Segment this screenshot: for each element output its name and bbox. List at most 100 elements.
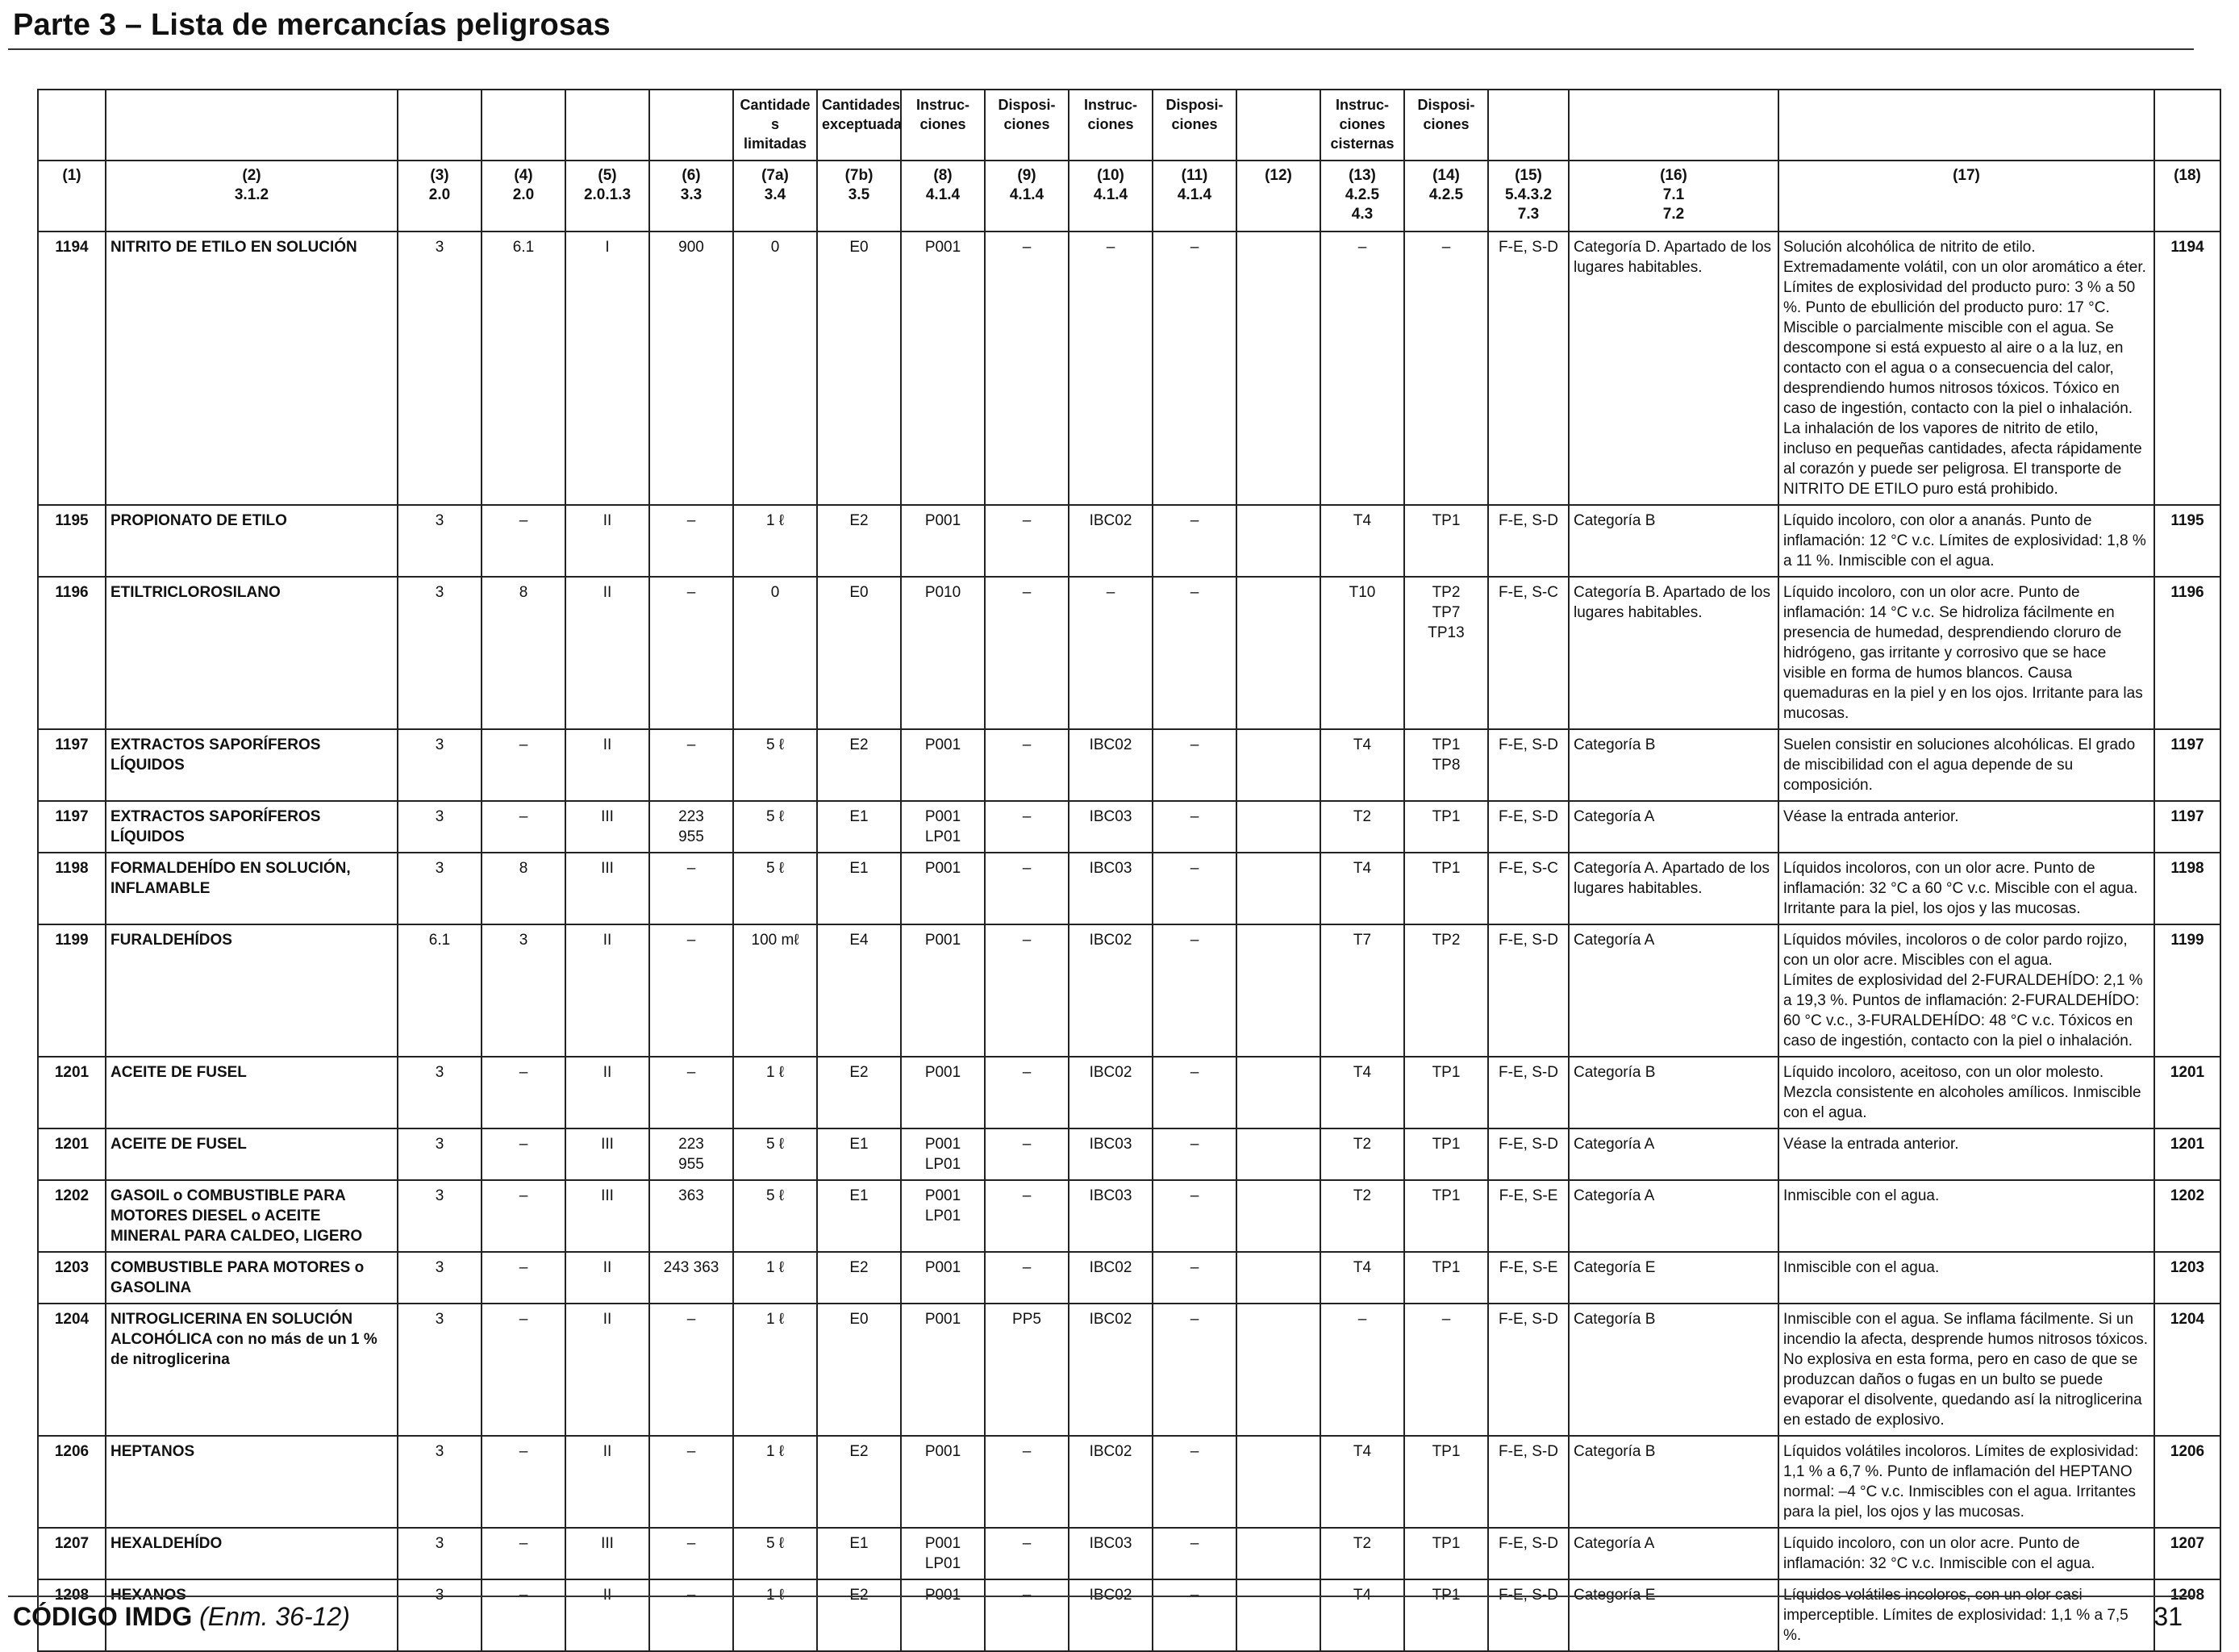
cell-col-10: – <box>984 852 1069 925</box>
header_row2-col-3: (3) 2.0 <box>397 160 482 232</box>
cell-col-4: 8 <box>481 852 566 925</box>
cell-col-9: P010 <box>900 576 986 730</box>
header_row1-col-15: Disposi- ciones <box>1403 89 1489 161</box>
header_row2-col-6: (6) 3.3 <box>648 160 734 232</box>
header_row1-col-3 <box>397 89 482 161</box>
cell-col-7: 1 ℓ <box>732 1579 818 1652</box>
cell-col-11: IBC02 <box>1068 1056 1153 1129</box>
footer-publication: CÓDIGO IMDG (Enm. 36-12) <box>13 1602 350 1632</box>
header_row1-col-16 <box>1487 89 1570 161</box>
cell-col-3: 3 <box>397 1056 482 1129</box>
cell-col-14: T4 <box>1320 1435 1405 1529</box>
cell-col-6: 363 <box>648 1179 734 1253</box>
header_row2-col-5: (5) 2.0.1.3 <box>565 160 650 232</box>
cell-col-4: – <box>481 728 566 802</box>
cell-col-15: TP1 <box>1403 1527 1489 1580</box>
cell-col-18: Líquidos volátiles incoloros, con un olo… <box>1778 1579 2155 1652</box>
cell-col-3: 3 <box>397 852 482 925</box>
cell-col-6: – <box>648 1056 734 1129</box>
cell-col-11: IBC03 <box>1068 1179 1153 1253</box>
cell-col-15: – <box>1403 231 1489 506</box>
table-row: 1197 EXTRACTOS SAPORÍFEROS LÍQUIDOS 3– II –5… <box>37 728 2221 802</box>
header_row2-col-17: (16) 7.1 7.2 <box>1568 160 1779 232</box>
cell-col-5: III <box>565 1179 650 1253</box>
cell-col-10: – <box>984 1251 1069 1304</box>
cell-col-5: II <box>565 1303 650 1437</box>
cell-col-17: Categoría A. Apartado de los lugares hab… <box>1568 852 1779 925</box>
header_row1-col-8: Cantidades exceptuadas <box>816 89 902 161</box>
cell-col-2: NITROGLICERINA EN SOLUCIÓN ALCOHÓLICA co… <box>105 1303 398 1437</box>
cell-col-7: 0 <box>732 231 818 506</box>
cell-col-10: – <box>984 728 1069 802</box>
cell-col-1: 1201 <box>37 1128 106 1181</box>
header_row1-col-14: Instruc- ciones cisternas <box>1320 89 1405 161</box>
cell-col-17: Categoría B <box>1568 1303 1779 1437</box>
cell-col-16: F-E, S-D <box>1487 504 1570 578</box>
header_row1-col-17 <box>1568 89 1779 161</box>
cell-col-13 <box>1236 1251 1321 1304</box>
cell-col-10: – <box>984 1527 1069 1580</box>
header_row1-col-1 <box>37 89 106 161</box>
cell-col-6: – <box>648 504 734 578</box>
cell-col-1: 1206 <box>37 1435 106 1529</box>
cell-col-10: PP5 <box>984 1303 1069 1437</box>
cell-col-19: 1197 <box>2154 728 2221 802</box>
cell-col-2: EXTRACTOS SAPORÍFEROS LÍQUIDOS <box>105 728 398 802</box>
cell-col-17: Categoría A <box>1568 924 1779 1058</box>
cell-col-9: P001 LP01 <box>900 1179 986 1253</box>
cell-col-18: Inmiscible con el agua. <box>1778 1251 2155 1304</box>
cell-col-17: Categoría B <box>1568 728 1779 802</box>
cell-col-18: Líquidos móviles, incoloros o de color p… <box>1778 924 2155 1058</box>
footer-code: CÓDIGO IMDG <box>13 1602 193 1631</box>
cell-col-19: 1195 <box>2154 504 2221 578</box>
cell-col-8: E1 <box>816 800 902 853</box>
cell-col-19: 1204 <box>2154 1303 2221 1437</box>
cell-col-15: TP1 TP8 <box>1403 728 1489 802</box>
cell-col-19: 1197 <box>2154 800 2221 853</box>
cell-col-12: – <box>1152 800 1237 853</box>
cell-col-17: Categoría E <box>1568 1251 1779 1304</box>
header_row1-col-2 <box>105 89 398 161</box>
cell-col-2: FURALDEHÍDOS <box>105 924 398 1058</box>
cell-col-4: – <box>481 1179 566 1253</box>
cell-col-6: – <box>648 852 734 925</box>
cell-col-5: II <box>565 1251 650 1304</box>
cell-col-8: E1 <box>816 1128 902 1181</box>
cell-col-4: – <box>481 504 566 578</box>
cell-col-6: – <box>648 924 734 1058</box>
cell-col-11: – <box>1068 231 1153 506</box>
cell-col-15: TP1 <box>1403 1435 1489 1529</box>
cell-col-16: F-E, S-C <box>1487 576 1570 730</box>
cell-col-9: P001 <box>900 1056 986 1129</box>
cell-col-19: 1199 <box>2154 924 2221 1058</box>
cell-col-14: T4 <box>1320 504 1405 578</box>
cell-col-13 <box>1236 728 1321 802</box>
cell-col-18: Líquidos volátiles incoloros. Límites de… <box>1778 1435 2155 1529</box>
header_row2-col-2: (2) 3.1.2 <box>105 160 398 232</box>
cell-col-4: 8 <box>481 576 566 730</box>
cell-col-11: IBC03 <box>1068 1527 1153 1580</box>
cell-col-17: Categoría A <box>1568 1527 1779 1580</box>
cell-col-15: TP1 <box>1403 1128 1489 1181</box>
cell-col-18: Véase la entrada anterior. <box>1778 800 2155 853</box>
cell-col-16: F-E, S-D <box>1487 800 1570 853</box>
cell-col-12: – <box>1152 576 1237 730</box>
cell-col-1: 1203 <box>37 1251 106 1304</box>
cell-col-14: T2 <box>1320 800 1405 853</box>
cell-col-8: E2 <box>816 504 902 578</box>
cell-col-11: IBC03 <box>1068 1128 1153 1181</box>
header_row1-col-12: Disposi- ciones <box>1152 89 1237 161</box>
cell-col-18: Líquidos incoloros, con un olor acre. Pu… <box>1778 852 2155 925</box>
cell-col-19: 1202 <box>2154 1179 2221 1253</box>
cell-col-11: IBC02 <box>1068 504 1153 578</box>
table-row: 1198 FORMALDEHÍDO EN SOLUCIÓN, INFLAMABLE… <box>37 852 2221 925</box>
cell-col-13 <box>1236 1056 1321 1129</box>
cell-col-9: P001 LP01 <box>900 1527 986 1580</box>
table-row: 1201 ACEITE DE FUSEL 3– II –1 ℓ E2 P001– IBC02–… <box>37 1056 2221 1129</box>
header_row2-col-13: (12) <box>1236 160 1321 232</box>
cell-col-5: II <box>565 576 650 730</box>
cell-col-16: F-E, S-D <box>1487 1435 1570 1529</box>
cell-col-11: – <box>1068 576 1153 730</box>
header_row2-col-11: (10) 4.1.4 <box>1068 160 1153 232</box>
cell-col-5: II <box>565 924 650 1058</box>
